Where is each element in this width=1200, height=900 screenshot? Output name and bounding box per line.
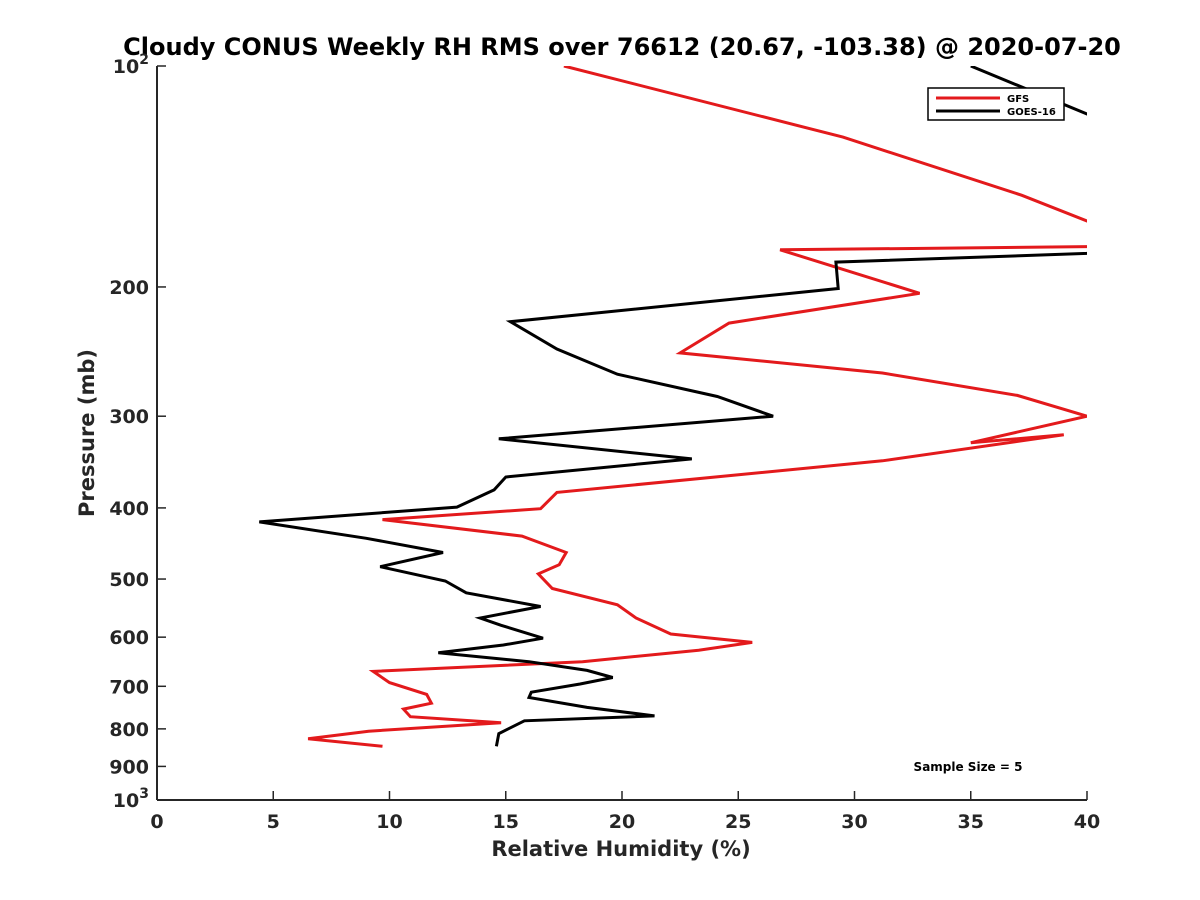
x-tick-label: 25 xyxy=(725,811,751,833)
series-line-goes-16 xyxy=(259,66,1087,747)
y-tick-label: 500 xyxy=(109,569,149,591)
x-tick-label: 10 xyxy=(376,811,402,833)
legend-label: GOES-16 xyxy=(1007,107,1056,118)
y-tick-label: 600 xyxy=(109,627,149,649)
x-tick-label: 5 xyxy=(267,811,280,833)
y-tick-label: 800 xyxy=(109,719,149,741)
y-tick-label: 900 xyxy=(109,756,149,778)
y-tick-label: 200 xyxy=(109,277,149,299)
y-tick-label: 102 xyxy=(113,52,149,78)
legend-box xyxy=(927,87,1065,121)
x-tick-label: 20 xyxy=(609,811,635,833)
x-axis-label: Relative Humidity (%) xyxy=(491,837,750,861)
x-tick-label: 30 xyxy=(841,811,867,833)
y-axis-ticks: 102 200 300 400 500 600 700 800 900 103 xyxy=(109,52,166,812)
chart-title: Cloudy CONUS Weekly RH RMS over 76612 (2… xyxy=(123,33,1121,61)
sample-size-annotation: Sample Size = 5 xyxy=(914,760,1023,774)
legend-label: GFS xyxy=(1007,94,1029,105)
y-tick-label: 300 xyxy=(109,406,149,428)
x-tick-label: 40 xyxy=(1074,811,1100,833)
x-axis-ticks: 0 5 10 15 20 25 30 35 40 xyxy=(150,791,1100,833)
x-tick-label: 35 xyxy=(958,811,984,833)
y-tick-label: 400 xyxy=(109,498,149,520)
y-tick-label: 700 xyxy=(109,676,149,698)
x-tick-label: 15 xyxy=(493,811,519,833)
legend: GFS GOES-16 xyxy=(927,87,1065,121)
series-line-gfs xyxy=(307,66,1087,748)
x-tick-label: 0 xyxy=(150,811,163,833)
plot-area xyxy=(156,66,1087,801)
y-axis-label: Pressure (mb) xyxy=(75,349,99,517)
y-tick-label: 103 xyxy=(113,786,149,812)
